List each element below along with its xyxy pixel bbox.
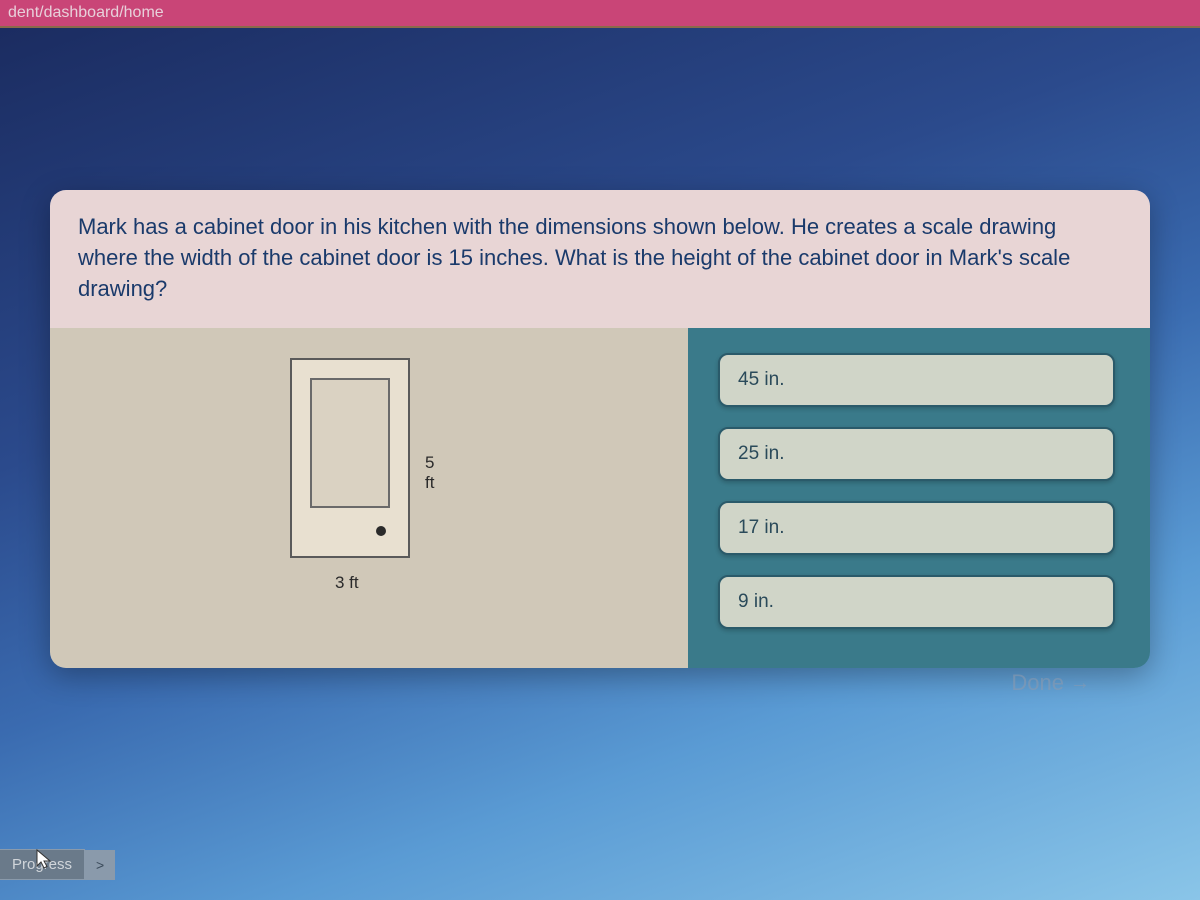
cabinet-inner-panel [310,378,390,508]
progress-label: Progress [0,849,85,880]
question-header: Mark has a cabinet door in his kitchen w… [50,190,1150,328]
answer-option-1[interactable]: 25 in. [718,427,1115,481]
done-label: Done [1011,670,1064,696]
answer-option-3[interactable]: 9 in. [718,575,1115,629]
question-body: 5 ft 3 ft 45 in. 25 in. 17 in. 9 in. [50,328,1150,668]
diagram-panel: 5 ft 3 ft [50,328,688,668]
answers-panel: 45 in. 25 in. 17 in. 9 in. [688,328,1150,668]
question-prompt: Mark has a cabinet door in his kitchen w… [78,212,1122,304]
cabinet-diagram: 5 ft 3 ft [290,358,410,558]
cabinet-door-shape [290,358,410,558]
cabinet-knob-icon [376,526,386,536]
progress-button[interactable]: Progress > [0,849,115,880]
answer-label: 25 in. [738,443,784,464]
dimension-height-label: 5 ft [425,453,434,493]
url-bar: dent/dashboard/home [0,0,1200,28]
dimension-width-label: 3 ft [335,573,359,593]
answer-option-0[interactable]: 45 in. [718,353,1115,407]
question-card: Mark has a cabinet door in his kitchen w… [50,190,1150,668]
arrow-right-icon: → [1070,672,1090,695]
answer-label: 45 in. [738,369,784,390]
done-button[interactable]: Done → [1011,670,1090,696]
answer-label: 17 in. [738,517,784,538]
answer-option-2[interactable]: 17 in. [718,501,1115,555]
progress-toggle-icon[interactable]: > [85,850,115,880]
url-path: dent/dashboard/home [8,4,164,21]
answer-label: 9 in. [738,591,774,612]
